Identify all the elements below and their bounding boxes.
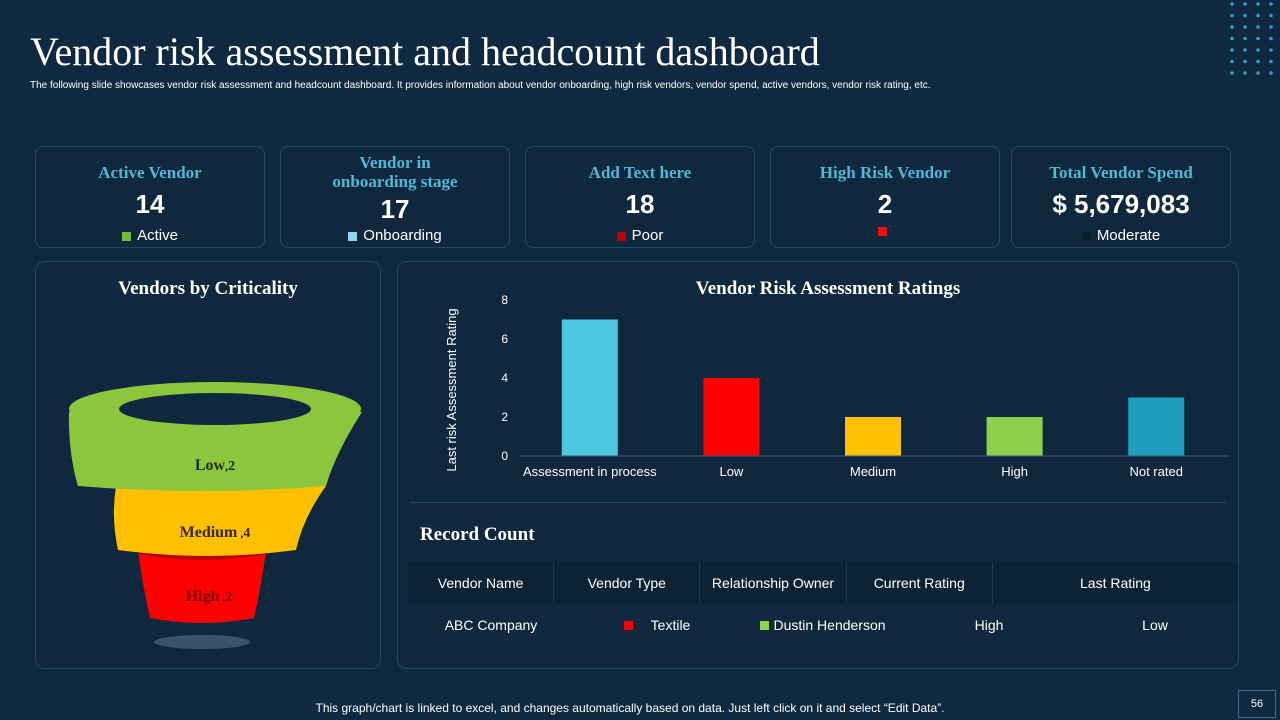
kpi-legend-label: Active bbox=[137, 227, 178, 244]
table-header: Vendor Name Vendor Type Relationship Own… bbox=[408, 562, 1238, 604]
cell-vendor-type: Textile bbox=[574, 604, 740, 646]
kpi-legend: Active bbox=[36, 227, 264, 245]
decorative-dot bbox=[1243, 48, 1247, 52]
column-header-vendor-type: Vendor Type bbox=[554, 562, 701, 604]
kpi-card-total-spend: Total Vendor Spend $ 5,679,083 Moderate bbox=[1011, 146, 1231, 248]
funnel-label-low: Low,2 bbox=[195, 457, 235, 474]
funnel-title: Vendors by Criticality bbox=[118, 278, 298, 299]
column-header-last-rating: Last Rating bbox=[1080, 575, 1151, 591]
decorative-dot bbox=[1269, 25, 1273, 29]
decorative-dot bbox=[1256, 59, 1260, 64]
funnel-edge-high bbox=[138, 550, 266, 560]
legend-swatch bbox=[616, 231, 626, 241]
kpi-label: Add Text here bbox=[588, 163, 692, 182]
column-header-current-rating: Current Rating bbox=[847, 562, 993, 604]
decorative-dot bbox=[1243, 2, 1247, 6]
decorative-dot bbox=[1243, 71, 1247, 75]
footnote: This graph/chart is linked to excel, and… bbox=[315, 701, 945, 715]
kpi-card-onboarding: Vendor in onboarding stage 17 Onboarding bbox=[280, 146, 510, 248]
funnel-segment-high bbox=[138, 550, 266, 623]
kpi-value: 14 bbox=[135, 189, 165, 219]
column-header-relationship-owner: Relationship Owner bbox=[700, 562, 847, 604]
decorative-dot bbox=[1269, 36, 1273, 41]
kpi-legend-label: Onboarding bbox=[363, 227, 442, 244]
owner-label: Dustin Henderson bbox=[773, 617, 886, 633]
funnel-segment-medium bbox=[113, 486, 327, 556]
decorative-dot bbox=[1256, 13, 1260, 18]
decorative-dot bbox=[1269, 48, 1273, 52]
funnel-panel: Vendors by Criticality Low,2 Medium ,4 H… bbox=[35, 261, 381, 669]
vendor-type-label: Textile bbox=[650, 617, 691, 633]
decorative-dot bbox=[1230, 25, 1234, 29]
kpi-card-active-vendor: Active Vendor 14 Active bbox=[35, 146, 265, 248]
legend-swatch bbox=[348, 231, 358, 241]
kpi-legend: Poor bbox=[526, 227, 754, 245]
record-count-title: Record Count bbox=[420, 524, 535, 545]
page-number: 56 bbox=[1238, 690, 1276, 718]
decorative-dot bbox=[1243, 36, 1247, 41]
decorative-dot bbox=[1230, 59, 1234, 64]
funnel-label-high: High ,2 bbox=[186, 588, 233, 605]
decorative-dot bbox=[1256, 2, 1260, 6]
decorative-dot bbox=[1243, 59, 1247, 64]
table-row: ABC Company Textile Dustin Henderson Hig… bbox=[408, 604, 1238, 646]
kpi-legend: Moderate bbox=[1012, 227, 1230, 245]
kpi-label: Vendor in onboarding stage bbox=[332, 153, 458, 191]
page-title: Vendor risk assessment and headcount das… bbox=[30, 29, 820, 74]
vendor-type-swatch bbox=[623, 620, 633, 630]
legend-swatch bbox=[1081, 231, 1091, 241]
funnel-label-medium: Medium ,4 bbox=[180, 524, 251, 541]
cell-last-rating: Low bbox=[1142, 617, 1168, 633]
decorative-dot bbox=[1269, 59, 1273, 64]
decorative-dot bbox=[1256, 25, 1260, 29]
kpi-legend-label: Moderate bbox=[1096, 227, 1161, 244]
kpi-legend bbox=[771, 227, 999, 236]
funnel-opening bbox=[119, 393, 311, 425]
owner-swatch bbox=[760, 620, 770, 630]
page-subtitle: The following slide showcases vendor ris… bbox=[30, 80, 931, 91]
column-header-vendor-name: Vendor Name bbox=[408, 562, 555, 604]
decorative-dot bbox=[1230, 36, 1234, 41]
decorative-dot bbox=[1230, 71, 1234, 75]
decorative-dot bbox=[1256, 36, 1260, 41]
legend-swatch bbox=[877, 227, 887, 236]
kpi-card-add-text: Add Text here 18 Poor bbox=[525, 146, 755, 248]
kpi-legend: Onboarding bbox=[281, 227, 509, 245]
funnel-chart: Low,2 Medium ,4 High ,2 bbox=[68, 382, 362, 649]
bar-chart-title: Vendor Risk Assessment Ratings bbox=[695, 278, 961, 299]
kpi-value: 18 bbox=[625, 189, 655, 219]
decorative-dot bbox=[1256, 71, 1260, 75]
decorative-dot bbox=[1269, 13, 1273, 18]
kpi-label: Total Vendor Spend bbox=[1049, 163, 1193, 182]
decorative-dot bbox=[1230, 13, 1234, 18]
kpi-value: $ 5,679,083 bbox=[1052, 189, 1190, 219]
decorative-dot bbox=[1243, 25, 1247, 29]
decorative-dot bbox=[1269, 2, 1273, 6]
record-table: Vendor Name Vendor Type Relationship Own… bbox=[408, 562, 1238, 646]
cell-current-rating: High bbox=[974, 617, 1004, 633]
kpi-label: Active Vendor bbox=[98, 163, 202, 182]
decorative-dot bbox=[1230, 2, 1234, 6]
kpi-card-high-risk: High Risk Vendor 2 bbox=[770, 146, 1000, 248]
decorative-dot bbox=[1230, 48, 1234, 52]
panel-divider bbox=[410, 502, 1226, 503]
legend-swatch bbox=[122, 231, 132, 241]
cell-relationship-owner: Dustin Henderson bbox=[740, 604, 906, 646]
kpi-legend-label: Poor bbox=[631, 227, 664, 244]
decorative-dot bbox=[1256, 48, 1260, 52]
kpi-value: 2 bbox=[877, 189, 893, 219]
kpi-value: 17 bbox=[380, 194, 410, 224]
funnel-shadow bbox=[154, 635, 250, 649]
decorative-dot bbox=[1243, 13, 1247, 18]
cell-vendor-name: ABC Company bbox=[444, 617, 538, 633]
kpi-label: High Risk Vendor bbox=[819, 163, 951, 182]
decorative-dots bbox=[1230, 2, 1273, 75]
decorative-dot bbox=[1269, 71, 1273, 75]
